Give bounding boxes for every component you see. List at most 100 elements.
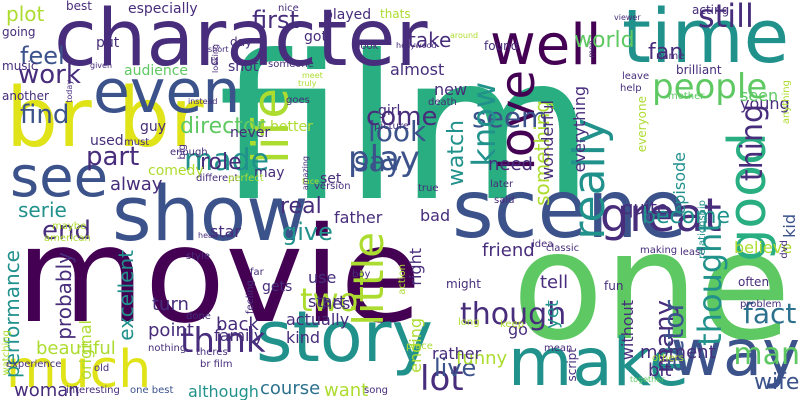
cloud-word: much (6, 340, 152, 400)
cloud-word: one best (130, 385, 174, 396)
cloud-word: bit (648, 360, 672, 381)
cloud-word: least (680, 247, 705, 258)
cloud-word: actually (286, 310, 350, 329)
cloud-word: perfect (228, 173, 264, 184)
cloud-word: kid (780, 214, 799, 238)
cloud-word: used (90, 133, 124, 149)
cloud-word: set (320, 171, 342, 187)
cloud-word: use (308, 268, 337, 287)
cloud-word: relationship (697, 200, 708, 259)
cloud-word: american (44, 233, 91, 244)
cloud-word: become (642, 204, 731, 229)
cloud-word: said (494, 195, 515, 206)
cloud-word: wonderful (538, 100, 557, 180)
cloud-word: help (620, 83, 642, 94)
cloud-word: old (94, 363, 110, 374)
cloud-word: everything (570, 86, 589, 173)
cloud-word: quite (622, 198, 668, 219)
cloud-word: serie (18, 198, 67, 222)
cloud-word: director (180, 114, 266, 139)
cloud-word: mean (544, 343, 573, 354)
cloud-word: everyone (635, 96, 649, 153)
cloud-word: long (458, 317, 480, 328)
cloud-word: acting (692, 3, 730, 17)
cloud-word: big (177, 144, 188, 160)
cloud-word: role (200, 150, 242, 175)
cloud-word: movie (16, 199, 422, 353)
cloud-word: back (216, 314, 259, 335)
cloud-word: keep (500, 319, 525, 330)
cloud-word: episode (670, 152, 689, 215)
cloud-word: want (324, 380, 369, 400)
cloud-word: must (124, 137, 150, 148)
cloud-word: give (282, 218, 333, 246)
cloud-word: mother (668, 91, 705, 102)
cloud-word: viewer (614, 13, 641, 22)
cloud-word: played (324, 7, 372, 23)
cloud-word: script (565, 348, 579, 382)
cloud-word: face (302, 177, 320, 186)
cloud-word: bad (420, 206, 451, 225)
cloud-word: brilliant (676, 63, 722, 77)
cloud-word: thing (735, 104, 770, 182)
cloud-word: believe (734, 238, 793, 257)
cloud-word: given (90, 61, 113, 70)
cloud-word: without (618, 300, 637, 361)
cloud-word: think (180, 321, 266, 361)
cloud-word: lot (420, 359, 464, 399)
cloud-word: although (188, 382, 259, 400)
cloud-word: found (484, 39, 519, 53)
cloud-word: part (86, 142, 140, 172)
cloud-word: star (210, 222, 241, 241)
cloud-word: hes (322, 294, 351, 313)
cloud-word: right (406, 248, 425, 286)
cloud-word: alway (110, 174, 163, 195)
cloud-word: well (490, 13, 602, 78)
cloud-word: new (434, 80, 468, 99)
cloud-word: need (488, 154, 533, 175)
cloud-word: men (587, 40, 596, 58)
cloud-word: plot (6, 2, 45, 26)
cloud-word: way (670, 317, 800, 391)
cloud-word: fan (648, 40, 684, 65)
cloud-word: version (314, 181, 351, 192)
cloud-word: come (366, 102, 438, 132)
cloud-word: goes (286, 95, 310, 106)
cloud-word: almost (390, 60, 445, 79)
cloud-word: scene (452, 163, 687, 256)
cloud-word: woman (14, 380, 80, 400)
cloud-word: comedy (148, 163, 204, 179)
cloud-word: father (334, 208, 383, 227)
cloud-word: film (218, 13, 595, 246)
cloud-word: real (280, 194, 322, 219)
cloud-word: kind (286, 328, 321, 347)
cloud-word: song (364, 385, 389, 396)
cloud-word: start (308, 292, 346, 311)
cloud-word: meet (302, 71, 323, 80)
cloud-word: name (656, 51, 685, 62)
cloud-word: audience (124, 63, 189, 79)
cloud-word: u (210, 53, 219, 69)
cloud-word: find (20, 100, 70, 130)
cloud-word: show (112, 169, 309, 258)
cloud-word: interesting (66, 385, 120, 396)
cloud-word: wife (754, 370, 800, 395)
cloud-word: nice (278, 3, 299, 14)
cloud-word: got (304, 29, 327, 45)
cloud-word: anything (781, 80, 792, 125)
cloud-word: young (740, 94, 790, 113)
cloud-word: boy (352, 269, 371, 280)
cloud-word: moment (640, 342, 716, 363)
cloud-word: take (408, 28, 452, 52)
cloud-word: another (2, 89, 49, 103)
cloud-word: short (208, 45, 229, 54)
cloud-word: excellent (114, 250, 138, 341)
cloud-word: music (2, 59, 38, 73)
cloud-word: say (354, 145, 403, 178)
cloud-word: book (354, 41, 379, 52)
cloud-word: world (574, 28, 635, 53)
cloud-word: funny (456, 348, 508, 369)
cloud-word: feel (20, 42, 65, 70)
cloud-word: family (214, 326, 264, 345)
cloud-word: feeling (245, 280, 256, 315)
